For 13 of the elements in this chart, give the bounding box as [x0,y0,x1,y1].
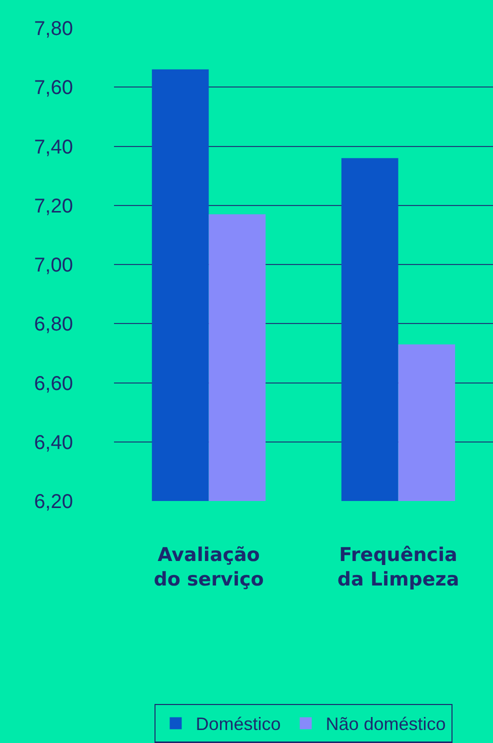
y-tick-label: 6,80 [34,314,73,336]
x-tick-label: Avaliação do serviço [154,544,264,591]
y-tick-label: 7,60 [34,77,73,100]
y-tick-label: 7,40 [34,136,73,158]
legend-label: Não doméstico [326,714,446,734]
y-tick-label: 7,00 [34,254,73,276]
y-tick-label: 6,20 [34,491,73,513]
legend-label: Doméstico [196,714,281,734]
y-tick-label: 6,60 [34,372,73,395]
y-tick-label: 6,40 [34,432,73,454]
y-tick-label: 7,20 [34,195,73,218]
y-tick-label: 7,80 [34,18,73,40]
x-tick-label: Frequência da Limpeza [337,544,460,591]
